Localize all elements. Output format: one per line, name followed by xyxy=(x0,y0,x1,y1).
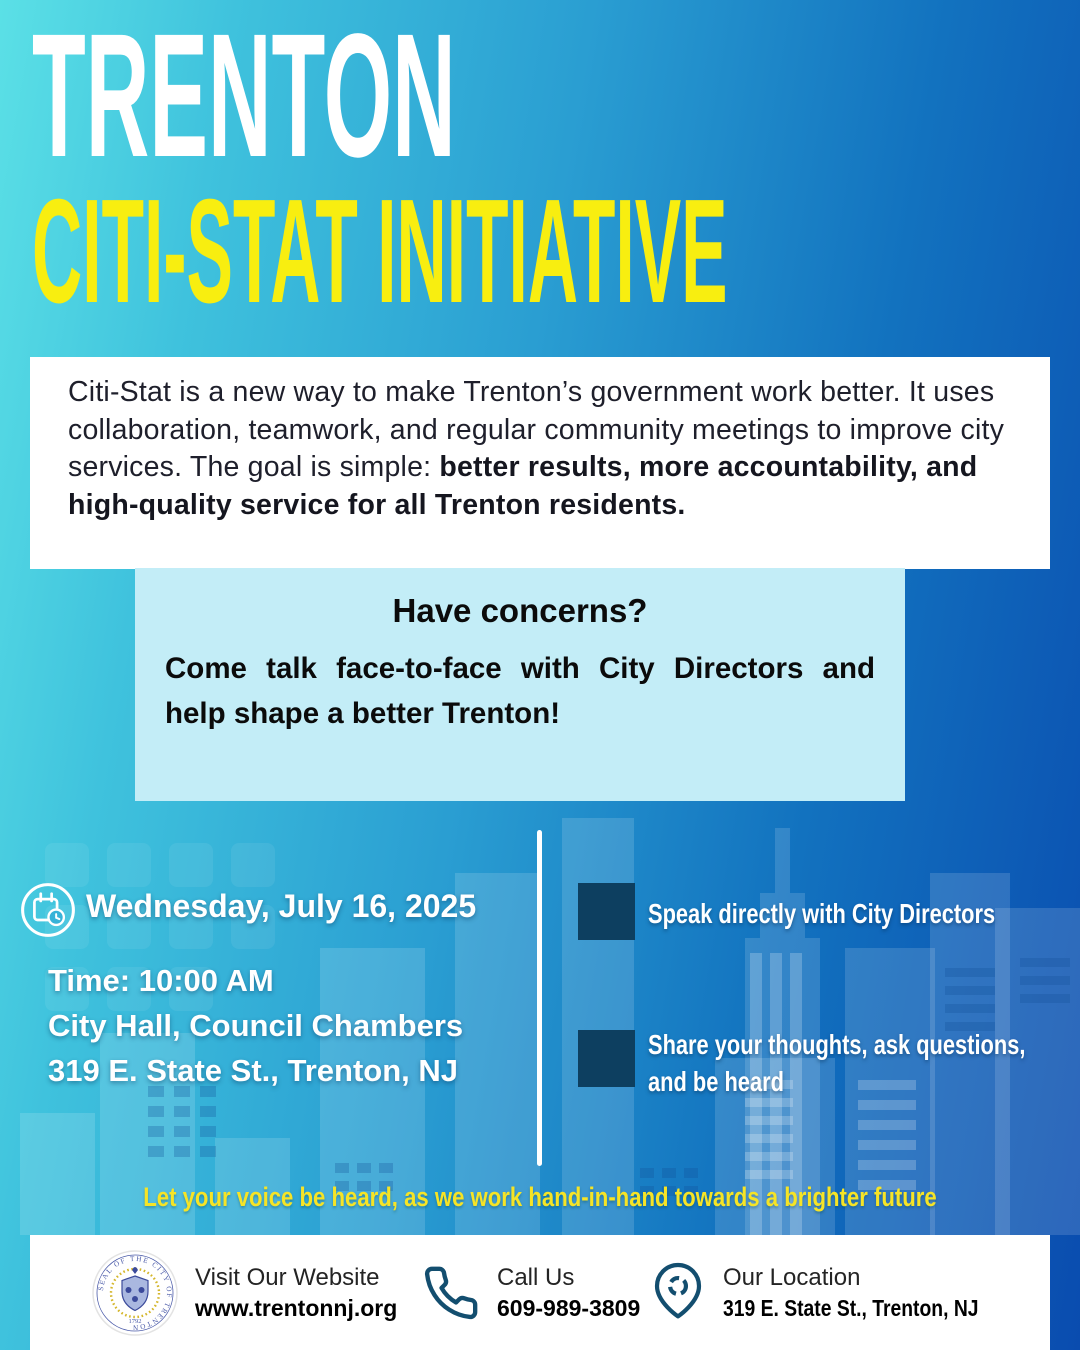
intro-text-bold: better results, more accountability, and… xyxy=(68,451,978,521)
event-time: Time: 10:00 AM xyxy=(48,963,274,998)
bullet-label: Speak directly with City Directors xyxy=(648,898,996,929)
footer-location-item: Our Location 319 E. State St., Trenton, … xyxy=(650,1262,1027,1324)
location-pin-icon xyxy=(654,1262,702,1318)
title-trenton: TRENTON xyxy=(32,0,456,194)
footer-website-item: SEAL OF THE CITY OF TRENTON 1792 Visit O… xyxy=(92,1249,398,1336)
footer-call-item: Call Us 609-989-3809 xyxy=(422,1263,640,1323)
website-url[interactable]: www.trentonnj.org xyxy=(195,1294,398,1321)
concerns-heading: Have concerns? xyxy=(392,592,648,629)
intro-paragraph: Citi-Stat is a new way to make Trenton’s… xyxy=(68,374,1012,524)
title-citi-stat-initiative: CITI-STAT INITIATIVE xyxy=(32,169,728,334)
intro-card: Citi-Stat is a new way to make Trenton’s… xyxy=(30,357,1050,569)
event-date: Wednesday, July 16, 2025 xyxy=(86,888,477,924)
calendar-clock-icon xyxy=(21,883,75,937)
event-address: 319 E. State St., Trenton, NJ xyxy=(48,1053,459,1088)
svg-text:1792: 1792 xyxy=(129,1318,142,1325)
website-label: Visit Our Website xyxy=(195,1263,380,1291)
event-details: Time: 10:00 AM City Hall, Council Chambe… xyxy=(48,958,463,1093)
call-label: Call Us xyxy=(497,1263,575,1291)
bullet-marker xyxy=(578,883,635,940)
vertical-divider xyxy=(537,830,542,1166)
intro-text-regular: Citi-Stat is a new way to make Trenton’s… xyxy=(68,376,1005,483)
concerns-card: Have concerns? Come talk face-to-face wi… xyxy=(135,568,905,801)
footer-card: SEAL OF THE CITY OF TRENTON 1792 Visit O… xyxy=(30,1235,1050,1350)
location-address: 319 E. State St., Trenton, NJ xyxy=(723,1294,979,1321)
phone-icon xyxy=(424,1266,478,1319)
bullet-marker xyxy=(578,1030,635,1087)
location-label: Our Location xyxy=(723,1263,861,1291)
bullet-label: Share your thoughts, ask questions, and … xyxy=(648,1029,1026,1097)
concerns-body: Come talk face-to-face with City Directo… xyxy=(165,652,875,730)
event-venue: City Hall, Council Chambers xyxy=(48,1008,464,1043)
trenton-city-seal-icon: SEAL OF THE CITY OF TRENTON 1792 xyxy=(92,1249,178,1336)
tagline: Let your voice be heard, as we work hand… xyxy=(143,1182,937,1212)
phone-number[interactable]: 609-989-3809 xyxy=(497,1294,641,1321)
